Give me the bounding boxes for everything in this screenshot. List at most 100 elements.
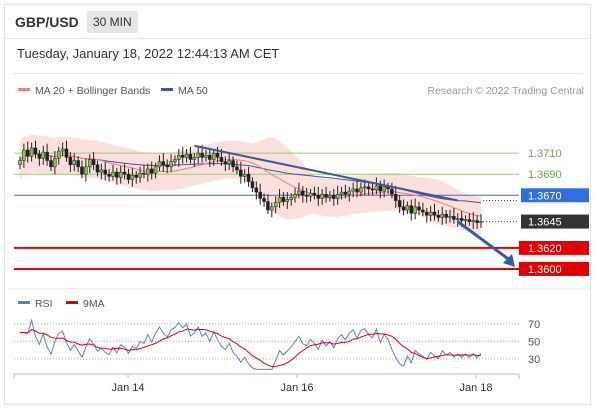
candle-84 bbox=[343, 184, 348, 199]
legend-swatch-1 bbox=[161, 88, 173, 91]
rsi-legend-swatch-0 bbox=[18, 301, 30, 304]
candle-body bbox=[421, 209, 425, 213]
candle-body bbox=[312, 192, 317, 196]
candle-body bbox=[273, 202, 278, 208]
candle-body bbox=[324, 193, 328, 198]
forecast-arrow-shaft bbox=[456, 220, 512, 263]
candle-36 bbox=[157, 155, 162, 172]
candle-body bbox=[130, 175, 135, 180]
candle-99 bbox=[401, 199, 406, 216]
chart-legend: MA 20 + Bollinger Bands MA 50 bbox=[18, 85, 208, 97]
candle-4 bbox=[33, 140, 38, 159]
candle-97 bbox=[394, 185, 398, 208]
level-badge bbox=[521, 214, 589, 229]
candle-13 bbox=[68, 152, 73, 173]
candle-body bbox=[122, 171, 127, 175]
candle-25 bbox=[115, 167, 119, 185]
candle-12 bbox=[64, 140, 69, 162]
candle-body bbox=[53, 158, 57, 168]
candle-9 bbox=[53, 151, 57, 175]
candle-117 bbox=[471, 212, 476, 229]
bollinger-band bbox=[20, 134, 481, 235]
candle-7 bbox=[45, 143, 49, 166]
candle-94 bbox=[382, 179, 386, 198]
candle-42 bbox=[180, 146, 185, 164]
candle-body bbox=[355, 188, 359, 193]
rsi-level-label-30: 30 bbox=[528, 354, 540, 366]
rsi-ma-line bbox=[20, 328, 482, 368]
candle-70 bbox=[289, 193, 293, 206]
candle-body bbox=[339, 191, 344, 195]
candle-body bbox=[142, 172, 146, 175]
candle-body bbox=[22, 149, 26, 161]
candle-body bbox=[366, 186, 371, 190]
candle-45 bbox=[192, 153, 197, 167]
candle-body bbox=[440, 213, 445, 218]
candle-body bbox=[471, 220, 476, 222]
candle-body bbox=[270, 206, 274, 211]
candle-31 bbox=[138, 166, 142, 183]
candle-98 bbox=[397, 195, 402, 214]
candle-body bbox=[103, 169, 107, 175]
candle-100 bbox=[405, 201, 410, 215]
candle-body bbox=[293, 193, 297, 198]
candle-104 bbox=[421, 202, 425, 217]
candle-body bbox=[80, 166, 84, 175]
rsi-legend-swatch-1 bbox=[66, 301, 78, 304]
candle-19 bbox=[91, 152, 96, 170]
candle-21 bbox=[99, 163, 104, 180]
candle-44 bbox=[188, 146, 193, 164]
candle-6 bbox=[41, 145, 45, 165]
candle-1 bbox=[22, 143, 26, 168]
candle-body bbox=[467, 219, 472, 222]
candle-body bbox=[84, 166, 88, 175]
candle-body bbox=[281, 197, 286, 202]
symbol-title: GBP/USD bbox=[15, 14, 79, 30]
candle-88 bbox=[359, 182, 363, 197]
candle-body bbox=[173, 159, 177, 162]
candle-49 bbox=[208, 147, 212, 167]
candle-body bbox=[72, 160, 76, 165]
candle-body bbox=[169, 161, 173, 168]
candle-body bbox=[49, 160, 53, 168]
candle-body bbox=[266, 201, 270, 211]
candle-body bbox=[219, 157, 224, 162]
candle-108 bbox=[436, 210, 441, 222]
candle-body bbox=[359, 187, 363, 193]
candle-body bbox=[60, 148, 65, 152]
candle-53 bbox=[223, 156, 228, 172]
candle-body bbox=[204, 155, 208, 158]
candle-body bbox=[184, 153, 189, 158]
candle-54 bbox=[227, 153, 231, 170]
candle-80 bbox=[328, 191, 332, 202]
candle-body bbox=[363, 186, 367, 189]
level-label: 1.3670 bbox=[528, 190, 562, 202]
candle-body bbox=[425, 211, 429, 216]
candle-body bbox=[118, 171, 123, 178]
candle-body bbox=[68, 157, 73, 165]
candle-73 bbox=[301, 185, 305, 203]
candle-body bbox=[95, 164, 100, 173]
rsi-line bbox=[20, 318, 482, 370]
rsi-legend-label-1: 9MA bbox=[83, 298, 105, 310]
candle-112 bbox=[452, 207, 456, 224]
legend-swatch-0 bbox=[18, 88, 30, 91]
timeframe-badge[interactable]: 30 MIN bbox=[87, 11, 138, 33]
candle-body bbox=[413, 206, 417, 214]
candle-body bbox=[18, 160, 22, 165]
chart-header: GBP/USD 30 MIN bbox=[5, 5, 590, 39]
credit-text: Research © 2022 Trading Central bbox=[427, 85, 584, 97]
candle-body bbox=[153, 166, 158, 174]
level-1.3600: 1.3600 bbox=[14, 261, 589, 276]
candle-62 bbox=[258, 183, 262, 205]
candle-body bbox=[227, 160, 231, 164]
candle-65 bbox=[270, 202, 274, 218]
candle-body bbox=[343, 191, 348, 195]
x-tick-Jan-14: Jan 14 bbox=[111, 382, 144, 394]
candle-body bbox=[208, 155, 212, 160]
candle-29 bbox=[130, 167, 135, 187]
candle-10 bbox=[56, 146, 61, 165]
candle-body bbox=[304, 195, 309, 197]
candle-51 bbox=[215, 146, 220, 163]
candle-body bbox=[29, 147, 34, 157]
